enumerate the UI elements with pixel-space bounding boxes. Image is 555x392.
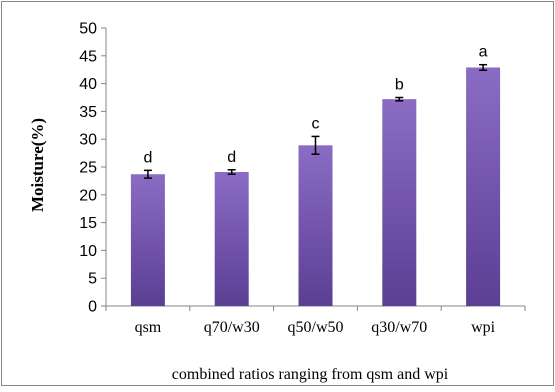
significance-label: a: [479, 44, 488, 61]
bar-4: [382, 99, 417, 306]
chart-border: [1, 1, 554, 386]
x-tick-label: wpi: [471, 319, 496, 336]
y-tick-label: 30: [79, 132, 97, 149]
y-tick-label: 20: [79, 187, 97, 204]
x-tick-label: q50/w50: [288, 319, 344, 336]
bar-3: [298, 145, 333, 306]
y-tick-label: 15: [79, 215, 97, 232]
bar-2: [214, 172, 249, 306]
y-tick-label: 40: [79, 76, 97, 93]
y-tick-label: 25: [79, 160, 97, 177]
y-tick-label: 50: [79, 21, 97, 38]
x-tick-label: qsm: [135, 319, 162, 336]
y-tick-label: 10: [79, 243, 97, 260]
y-tick-label: 45: [79, 48, 97, 65]
axes: 0 5 10 15 20 25 30 35 40 45 50: [79, 21, 526, 316]
y-tick-label: 5: [88, 271, 97, 288]
y-tick-label: 35: [79, 104, 97, 121]
bar-5: [466, 67, 501, 306]
significance-label: d: [227, 149, 236, 166]
significance-label: d: [143, 149, 152, 166]
y-tick-label: 0: [88, 299, 97, 316]
significance-label: c: [312, 115, 320, 132]
y-axis-label: Moisture(%): [28, 118, 47, 212]
x-tick-label: q70/w30: [204, 319, 260, 336]
x-tick-label: q30/w70: [371, 319, 427, 336]
bars: [130, 63, 501, 306]
x-axis-label: combined ratios ranging from qsm and wpi: [172, 366, 449, 383]
bar-1: [130, 174, 165, 306]
labels: d qsm d q70/w30 c q50/w50 b q30/w70 a wpi: [135, 44, 496, 336]
significance-label: b: [395, 77, 404, 94]
